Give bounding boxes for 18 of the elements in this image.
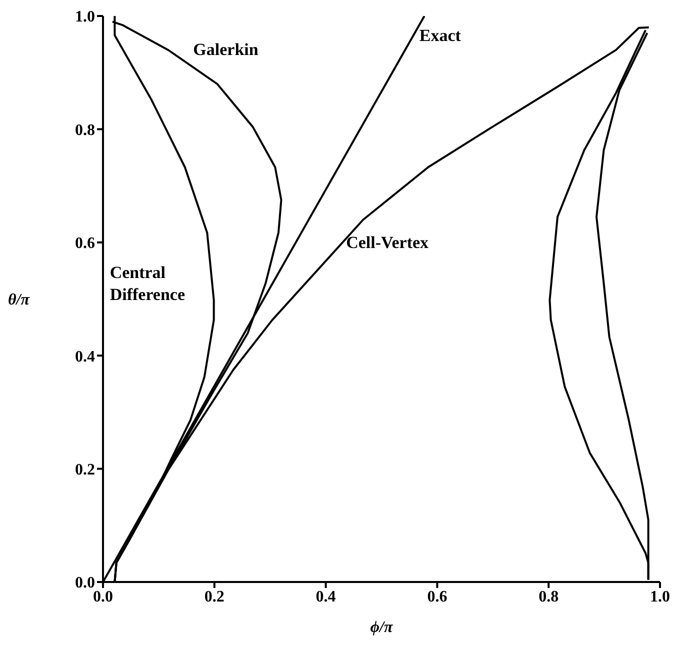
x-tick-label: 0.0 — [93, 588, 113, 606]
series-label: Exact — [419, 26, 462, 45]
x-tick-label: 0.4 — [316, 588, 336, 606]
y-tick-label: 1.0 — [75, 8, 95, 26]
x-tick-label: 0.6 — [427, 588, 448, 606]
y-axis-title: θ/π — [8, 292, 31, 309]
y-tick-label: 0.8 — [75, 122, 95, 139]
x-tick-label: 0.8 — [538, 588, 559, 606]
y-tick-label: 0.4 — [75, 348, 95, 366]
x-tick-label: 0.2 — [204, 588, 224, 606]
y-tick-label: 0.2 — [75, 461, 95, 478]
series-label: Central Difference — [110, 262, 186, 304]
x-tick-label: 1.0 — [650, 588, 670, 606]
series-label: Cell-Vertex — [346, 232, 430, 252]
y-tick-label: 0.0 — [75, 574, 95, 592]
x-axis-title: ϕ/π — [370, 619, 394, 636]
series-label: Galerkin — [193, 40, 259, 59]
y-tick-label: 0.6 — [75, 235, 95, 252]
